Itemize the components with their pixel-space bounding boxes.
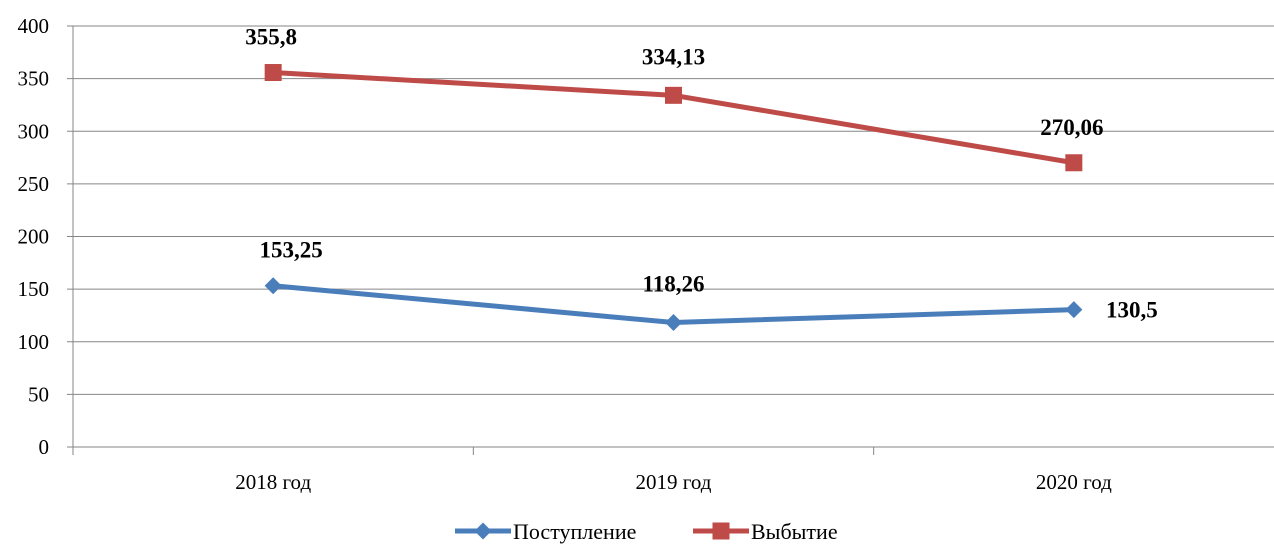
data-point-marker [265,277,282,294]
x-tick-label: 2019 год [636,470,712,494]
data-label: 355,8 [245,25,297,50]
legend-item-1: Поступление [455,519,636,544]
data-label: 270,06 [1040,115,1103,140]
y-tick-label: 0 [39,435,50,459]
legend: Поступление Выбытие [455,519,838,544]
data-label: 118,26 [643,272,705,297]
data-labels: 153,25 118,26 130,5 355,8 334,13 270,06 [245,25,1157,323]
legend-label: Выбытие [751,519,838,544]
legend-label: Поступление [513,519,636,544]
x-tick-label: 2020 год [1036,470,1112,494]
data-label: 153,25 [260,238,323,263]
data-point-marker [665,87,682,104]
y-tick-label: 100 [18,330,50,354]
y-tick-label: 200 [18,225,50,249]
axes: 0 50 100 150 200 250 300 350 400 2018 год 2019 год… [18,14,1274,494]
data-point-marker [1065,301,1082,318]
data-point-marker [665,314,682,331]
y-tick-label: 50 [28,382,49,406]
legend-marker [475,523,492,540]
legend-marker [713,523,730,540]
data-label: 130,5 [1106,298,1158,323]
series-line-2 [273,73,1074,163]
y-tick-label: 350 [18,67,50,91]
y-tick-label: 400 [18,14,50,38]
data-point-marker [1065,154,1082,171]
x-tick-label: 2018 год [235,470,311,494]
y-tick-label: 150 [18,277,50,301]
gridlines [73,26,1274,394]
data-label: 334,13 [642,44,705,69]
data-point-marker [265,64,282,81]
legend-item-2: Выбытие [693,519,838,544]
y-tick-label: 300 [18,119,50,143]
y-tick-label: 250 [18,172,50,196]
